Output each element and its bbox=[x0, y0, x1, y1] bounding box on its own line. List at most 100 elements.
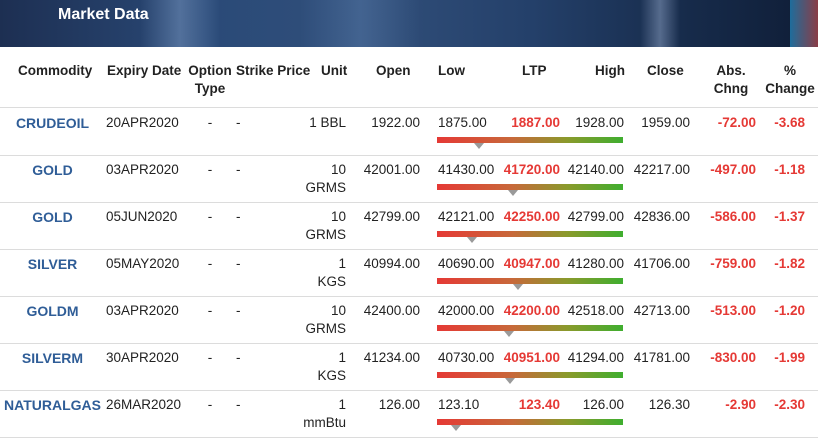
option-type: - bbox=[207, 162, 213, 177]
low-price: 42000.00 bbox=[438, 303, 495, 318]
pct-change: -1.82 bbox=[774, 256, 805, 271]
close-price: 41781.00 bbox=[633, 350, 690, 365]
expiry-date: 05MAY2020 bbox=[106, 256, 180, 271]
ltp-price: 41720.00 bbox=[503, 162, 560, 177]
header-pct-line1: % bbox=[783, 63, 796, 78]
unit-label: mmBtu bbox=[303, 415, 346, 430]
open-price: 126.00 bbox=[378, 397, 420, 412]
high-price: 42518.00 bbox=[567, 303, 624, 318]
strike-price: - bbox=[236, 209, 241, 224]
header-pct-line2: Change bbox=[765, 81, 815, 96]
ltp-price: 123.40 bbox=[518, 397, 560, 412]
pct-change: -1.99 bbox=[774, 350, 805, 365]
header-ltp[interactable]: LTP bbox=[522, 63, 547, 78]
open-price: 42400.00 bbox=[363, 303, 420, 318]
low-price: 40690.00 bbox=[438, 256, 495, 271]
header-abs-change[interactable]: Abs. Chng bbox=[706, 62, 756, 98]
header-low[interactable]: Low bbox=[438, 63, 465, 78]
banner-glow bbox=[640, 0, 680, 47]
commodity-symbol[interactable]: SILVERM bbox=[21, 350, 84, 366]
low-price: 42121.00 bbox=[438, 209, 495, 224]
ltp-price: 40947.00 bbox=[503, 256, 560, 271]
unit-value: 1 bbox=[338, 397, 346, 412]
close-price: 41706.00 bbox=[633, 256, 690, 271]
unit-label: KGS bbox=[317, 368, 346, 383]
day-range-bar bbox=[437, 419, 623, 425]
open-price: 42001.00 bbox=[363, 162, 420, 177]
table-row[interactable]: GOLD 03APR2020 - - 10 42001.00 41430.00 41720.0… bbox=[0, 155, 818, 203]
pct-change: -1.20 bbox=[774, 303, 805, 318]
day-range-bar bbox=[437, 137, 623, 143]
header-pct-change[interactable]: % Change bbox=[762, 62, 818, 98]
commodity-symbol[interactable]: CRUDEOIL bbox=[15, 115, 90, 131]
expiry-date: 05JUN2020 bbox=[106, 209, 178, 224]
table-row[interactable]: CRUDEOIL 20APR2020 - - 1 BBL 1922.00 1875.00 18… bbox=[0, 108, 818, 156]
unit-value: 1 bbox=[338, 350, 346, 365]
option-type: - bbox=[207, 397, 213, 412]
ltp-price: 42200.00 bbox=[503, 303, 560, 318]
close-price: 42713.00 bbox=[633, 303, 690, 318]
commodity-symbol[interactable]: GOLD bbox=[32, 209, 73, 225]
header-strike-price[interactable]: Strike Price bbox=[236, 63, 311, 78]
header-open[interactable]: Open bbox=[376, 63, 411, 78]
banner-glow bbox=[300, 0, 420, 47]
unit-value: 1 bbox=[338, 256, 346, 271]
pct-change: -1.18 bbox=[774, 162, 805, 177]
header-commodity[interactable]: Commodity bbox=[18, 63, 93, 78]
banner-glow bbox=[140, 0, 220, 47]
table-row[interactable]: SILVERM 30APR2020 - - 1 41234.00 40730.00 40951… bbox=[0, 343, 818, 391]
header-expiry-date[interactable]: Expiry Date bbox=[107, 63, 182, 78]
high-price: 126.00 bbox=[582, 397, 624, 412]
header-option-type[interactable]: Option Type bbox=[186, 62, 234, 98]
unit-value: 10 bbox=[330, 162, 346, 177]
strike-price: - bbox=[236, 397, 241, 412]
ltp-marker bbox=[504, 378, 515, 384]
commodity-symbol[interactable]: NATURALGAS bbox=[4, 397, 101, 413]
high-price: 41280.00 bbox=[567, 256, 624, 271]
unit-label: GRMS bbox=[305, 227, 347, 242]
close-price: 1959.00 bbox=[641, 115, 690, 130]
ltp-marker bbox=[467, 237, 478, 243]
unit-label: KGS bbox=[317, 274, 346, 289]
header-high[interactable]: High bbox=[595, 63, 625, 78]
option-type: - bbox=[207, 303, 213, 318]
abs-change: -497.00 bbox=[710, 162, 756, 177]
commodity-symbol[interactable]: GOLD bbox=[32, 162, 73, 178]
header-abs-line2: Chng bbox=[713, 81, 749, 96]
abs-change: -72.00 bbox=[717, 115, 756, 130]
strike-price: - bbox=[236, 115, 241, 130]
header-abs-line1: Abs. bbox=[716, 63, 746, 78]
table-row[interactable]: NATURALGAS 26MAR2020 - - 1 126.00 123.10 123.40… bbox=[0, 390, 818, 438]
day-range-bar bbox=[437, 372, 623, 378]
banner-title: Market Data bbox=[58, 6, 149, 23]
low-price: 1875.00 bbox=[438, 115, 487, 130]
high-price: 1928.00 bbox=[575, 115, 624, 130]
ltp-marker bbox=[513, 284, 524, 290]
market-data-banner: Market Data bbox=[0, 0, 818, 47]
abs-change: -759.00 bbox=[710, 256, 756, 271]
header-close[interactable]: Close bbox=[647, 63, 684, 78]
abs-change: -513.00 bbox=[710, 303, 756, 318]
ltp-marker bbox=[507, 190, 518, 196]
low-price: 40730.00 bbox=[438, 350, 495, 365]
banner-glow bbox=[790, 0, 818, 47]
table-row[interactable]: SILVER 05MAY2020 - - 1 40994.00 40690.00 40947.… bbox=[0, 249, 818, 297]
high-price: 41294.00 bbox=[567, 350, 624, 365]
ltp-price: 42250.00 bbox=[503, 209, 560, 224]
close-price: 42217.00 bbox=[633, 162, 690, 177]
expiry-date: 30APR2020 bbox=[106, 350, 179, 365]
table-row[interactable]: GOLDM 03APR2020 - - 10 42400.00 42000.00 42200.… bbox=[0, 296, 818, 344]
day-range-bar bbox=[437, 325, 623, 331]
table-row[interactable]: GOLD 05JUN2020 - - 10 42799.00 42121.00 42250.0… bbox=[0, 202, 818, 250]
header-unit[interactable]: Unit bbox=[321, 63, 348, 78]
header-option-type-line2: Type bbox=[194, 81, 226, 96]
strike-price: - bbox=[236, 350, 241, 365]
close-price: 126.30 bbox=[648, 397, 690, 412]
open-price: 41234.00 bbox=[363, 350, 420, 365]
expiry-date: 20APR2020 bbox=[106, 115, 179, 130]
day-range-bar bbox=[437, 278, 623, 284]
commodity-symbol[interactable]: SILVER bbox=[27, 256, 78, 272]
commodity-symbol[interactable]: GOLDM bbox=[26, 303, 79, 319]
pct-change: -2.30 bbox=[774, 397, 805, 412]
day-range-bar bbox=[437, 231, 623, 237]
